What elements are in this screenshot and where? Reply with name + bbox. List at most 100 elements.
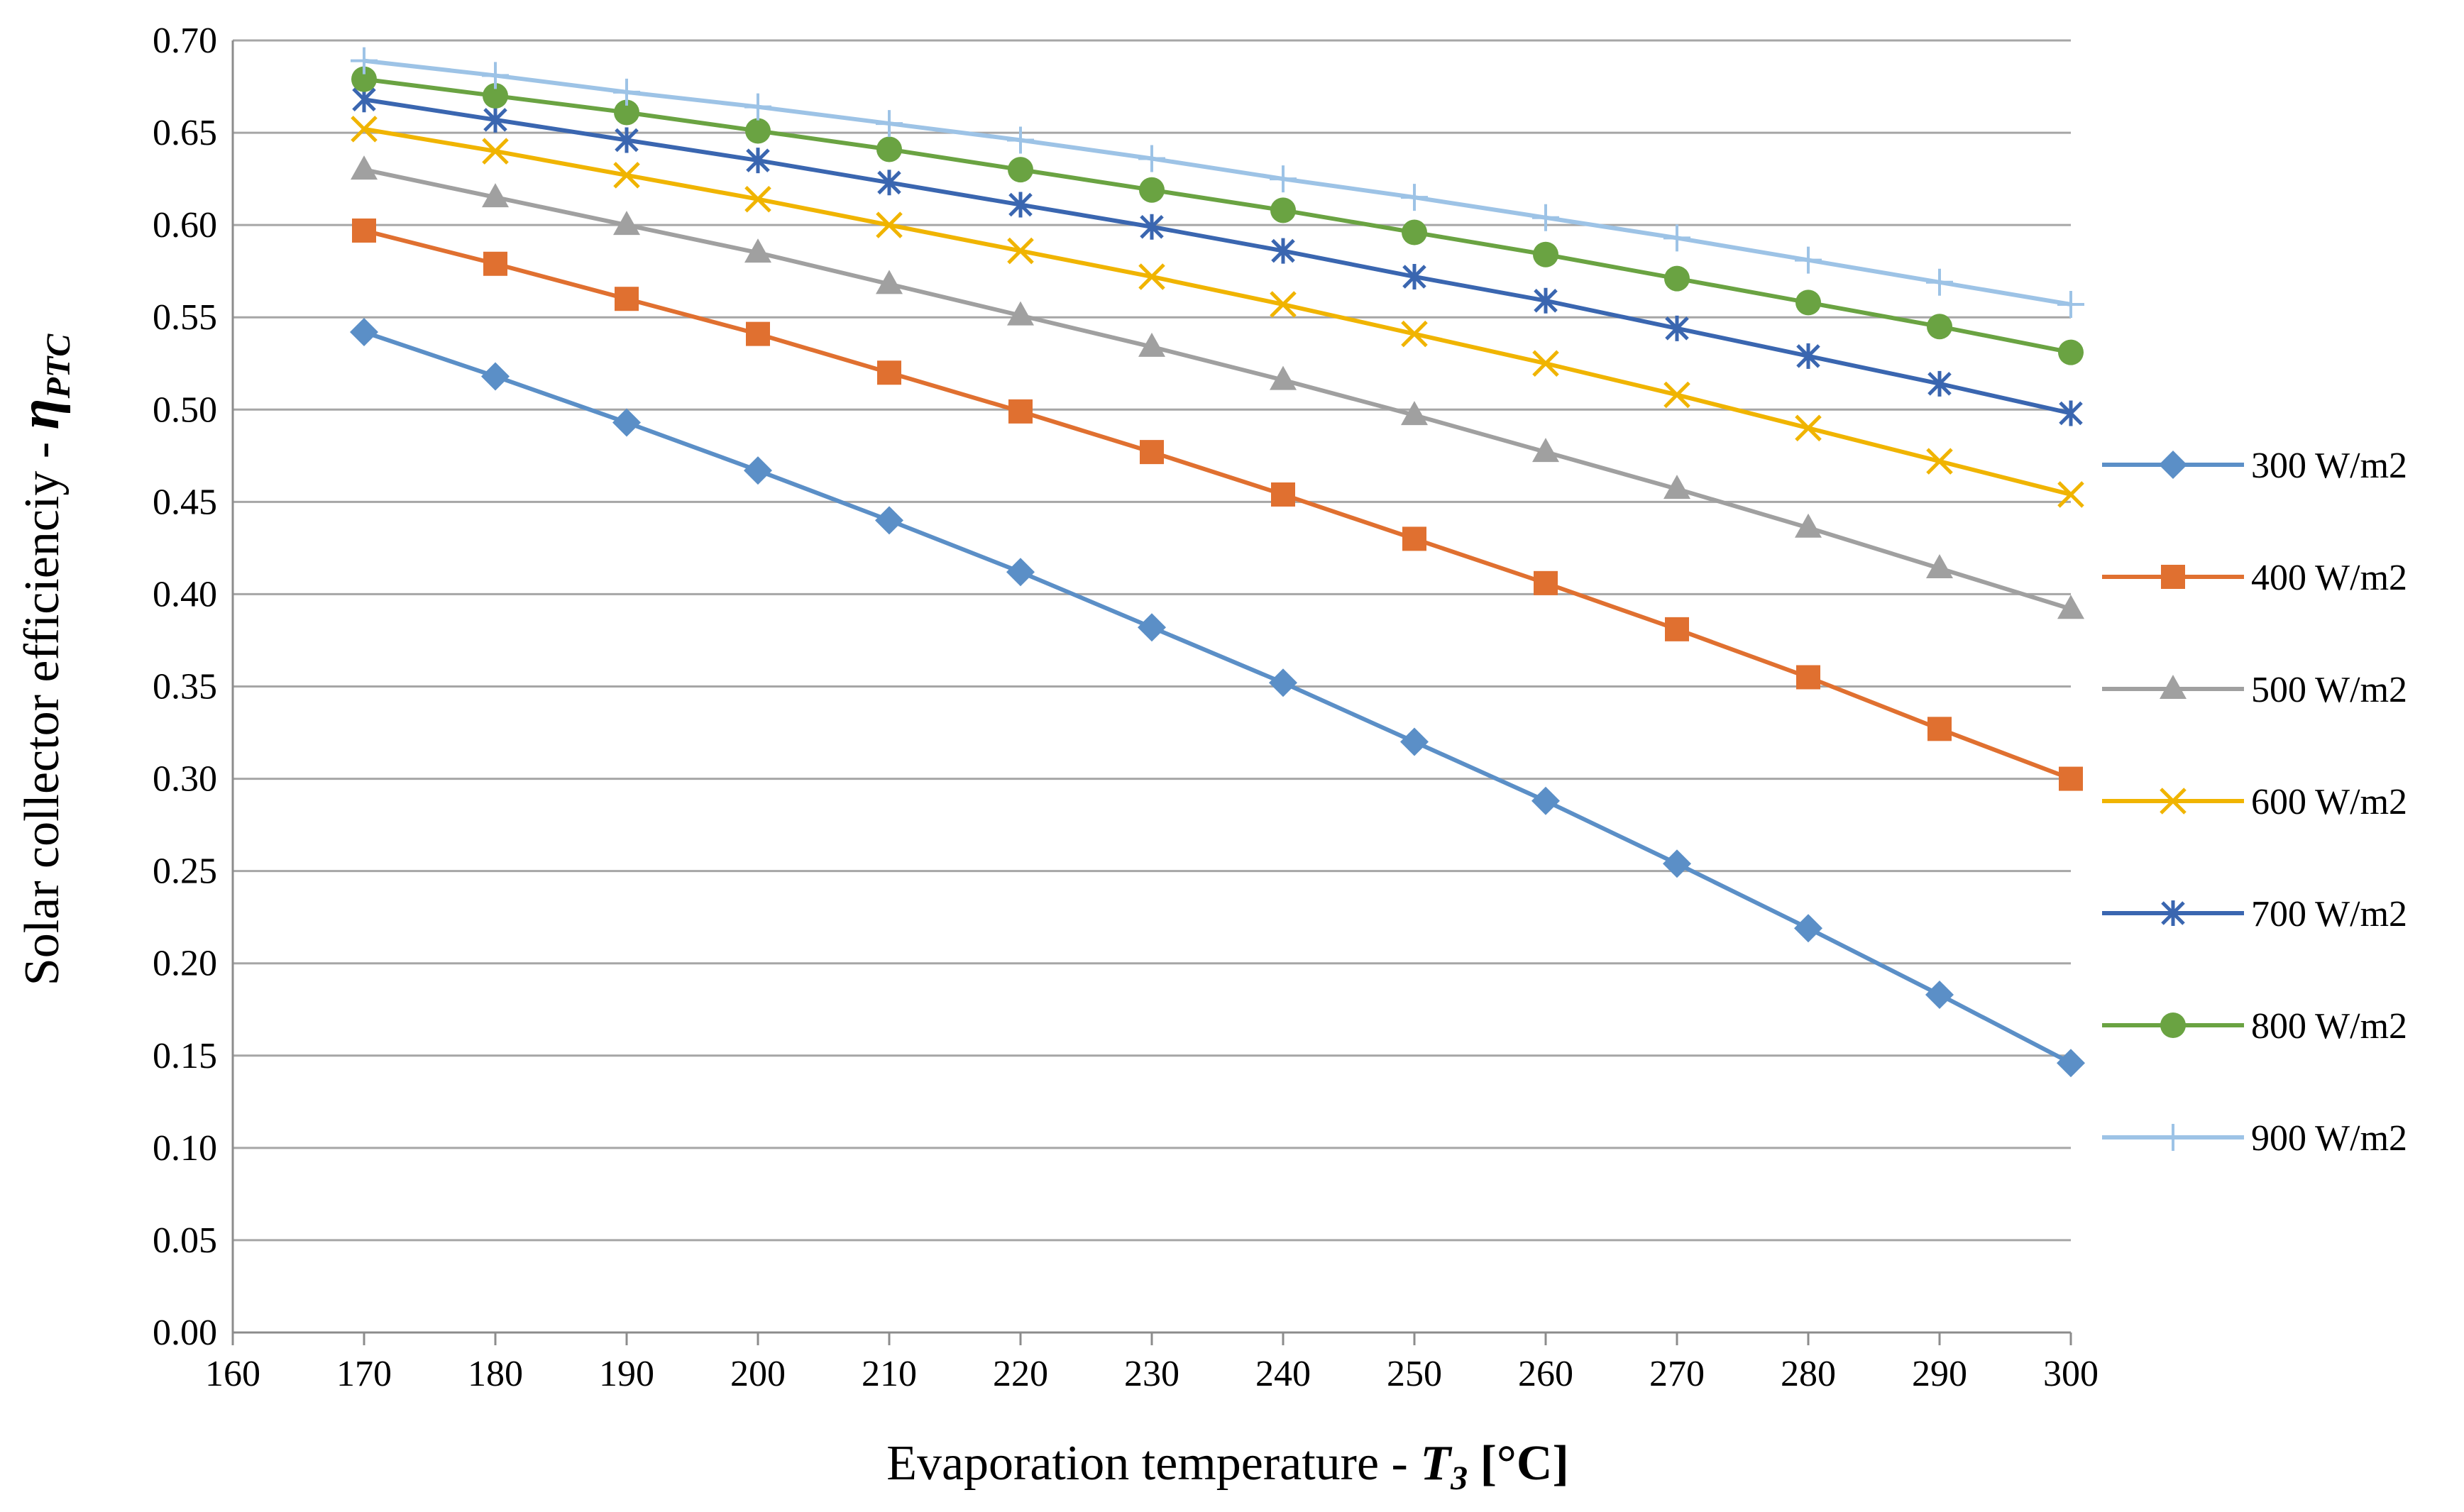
legend-marker [2160,675,2187,699]
data-point [1138,332,1165,357]
data-point [1271,482,1295,507]
data-point [1138,263,1165,290]
data-point [351,116,378,143]
legend-label: 800 W/m2 [2251,1006,2407,1047]
x-tick-label: 190 [599,1354,654,1394]
data-point [351,155,378,180]
x-tick-label: 300 [2043,1354,2099,1394]
series-line [363,97,2072,416]
x-tick-label: 160 [205,1354,260,1394]
series-line [363,58,2072,307]
y-tick-label: 0.35 [153,667,217,707]
y-tick-label: 0.65 [153,113,217,153]
legend-label: 400 W/m2 [2251,558,2407,598]
data-point [1925,980,1954,1009]
data-point [1795,246,1822,274]
data-point [1796,343,1820,369]
legend-item: 700 W/m2 [2102,894,2407,934]
x-tick-label: 170 [336,1354,392,1394]
data-point [2057,291,2084,319]
data-point [351,47,378,75]
x-tick-label: 200 [730,1354,786,1394]
data-point [1008,157,1033,183]
data-point [746,148,770,174]
data-point [876,270,903,294]
data-point [1927,717,1952,741]
x-tick-label: 240 [1255,1354,1311,1394]
data-point [350,318,378,347]
data-point [1794,914,1822,943]
data-point [2059,400,2083,426]
data-point [1534,570,1558,595]
data-point [1402,263,1426,289]
data-point [1532,438,1559,463]
data-point [1532,204,1559,231]
legend-item: 800 W/m2 [2102,1006,2407,1047]
legend-marker [2161,565,2185,589]
data-point [876,136,902,162]
data-point [1270,365,1297,390]
data-point [1926,448,1953,475]
legend-item: 300 W/m2 [2102,446,2407,486]
y-tick-label: 0.40 [153,574,217,614]
legend-marker [2160,788,2187,815]
data-point [1270,197,1296,224]
data-point [744,456,772,485]
y-tick-label: 0.20 [153,944,217,984]
data-point [876,110,903,138]
data-point [1663,381,1690,409]
series-900-w-m2 [351,47,2084,319]
data-point [744,93,771,121]
data-point [1138,145,1165,172]
y-tick-label: 0.05 [153,1220,217,1261]
data-point [481,362,510,391]
data-point [745,118,771,144]
data-point [1271,238,1295,264]
x-tick-label: 270 [1649,1354,1705,1394]
data-point [1926,554,1953,579]
series-line [363,126,2072,497]
data-point [1138,613,1166,642]
data-point [1007,237,1034,265]
data-point [744,185,771,213]
data-point [1270,165,1297,193]
series-300-w-m2 [350,318,2085,1078]
data-point [1663,475,1690,500]
data-point [613,78,640,106]
data-point [875,506,903,535]
x-tick-label: 250 [1387,1354,1442,1394]
x-axis-title: Evaporation temperature - T3 [°C] [886,1436,1569,1497]
data-point [1663,849,1691,878]
data-point [1795,513,1822,538]
data-point [1140,440,1164,465]
series-600-w-m2 [351,116,2084,508]
data-point [2058,339,2084,365]
y-tick-label: 0.10 [153,1128,217,1169]
data-point [2057,481,2084,508]
y-tick-label: 0.60 [153,205,217,245]
data-point [482,62,509,89]
data-point [1795,289,1821,316]
legend-label: 700 W/m2 [2251,894,2407,934]
legend-label: 300 W/m2 [2251,446,2407,486]
data-point [1927,314,1952,340]
data-point [483,106,507,133]
data-point [1401,184,1428,211]
data-point [2057,595,2084,619]
data-point [614,99,639,126]
data-point [483,83,508,109]
x-tick-label: 280 [1781,1354,1836,1394]
data-point [1665,617,1689,641]
y-axis-title: Solar collector efficienciy - ηPTC [9,333,77,986]
data-point [744,238,771,263]
data-point [1664,265,1690,292]
legend-marker [2161,900,2185,926]
data-point [1927,370,1952,397]
legend-item: 600 W/m2 [2102,782,2407,822]
data-point [351,66,377,92]
data-point [1007,126,1034,154]
data-point [1008,399,1033,424]
x-tick-label: 260 [1518,1354,1573,1394]
data-point [1400,727,1429,756]
